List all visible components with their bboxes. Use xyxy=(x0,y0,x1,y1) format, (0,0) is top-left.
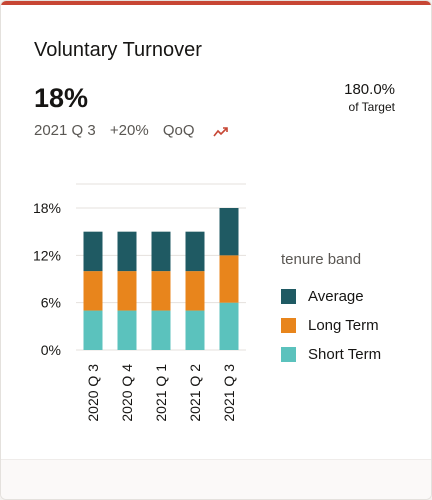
x-tick-label: 2021 Q 3 xyxy=(221,364,237,422)
bar-segment-short-term xyxy=(185,310,205,350)
card-accent-bar xyxy=(1,1,431,5)
x-tick-label: 2021 Q 2 xyxy=(187,364,203,422)
legend-label-long-term: Long Term xyxy=(308,317,379,334)
bar-segment-average xyxy=(117,231,137,272)
bar-segment-short-term xyxy=(83,310,103,350)
legend-label-short-term: Short Term xyxy=(308,346,382,363)
legend-swatch-average xyxy=(281,289,296,304)
change-value: +20% xyxy=(109,122,149,139)
bar-segment-short-term xyxy=(219,302,239,350)
bar-segment-short-term xyxy=(117,310,137,350)
card-title: Voluntary Turnover xyxy=(34,39,202,61)
bar-segment-average xyxy=(219,208,239,256)
x-tick-label: 2020 Q 4 xyxy=(119,364,135,422)
bar-segment-long-term xyxy=(151,271,171,311)
legend-title: tenure band xyxy=(281,251,362,268)
legend-swatch-short-term xyxy=(281,347,296,362)
kpi-value: 18% xyxy=(34,83,89,113)
bar-segment-average xyxy=(151,231,171,272)
legend-item-average[interactable]: Average xyxy=(281,282,381,311)
legend-item-long-term[interactable]: Long Term xyxy=(281,311,381,340)
bar-segment-long-term xyxy=(185,271,205,311)
y-tick-label: 0% xyxy=(41,342,61,358)
bar-segment-average xyxy=(185,231,205,272)
x-tick-label: 2020 Q 3 xyxy=(85,364,101,422)
chart-legend: tenure band Average Long Term Short Term xyxy=(281,251,381,369)
x-tick-label: 2021 Q 1 xyxy=(153,364,169,422)
target-summary: 180.0% of Target xyxy=(344,81,395,114)
card-footer xyxy=(1,459,431,499)
y-tick-label: 6% xyxy=(41,295,61,311)
bar-segment-long-term xyxy=(117,271,137,311)
period-summary: 2021 Q 3 +20% QoQ xyxy=(34,122,239,139)
legend-swatch-long-term xyxy=(281,318,296,333)
legend-item-short-term[interactable]: Short Term xyxy=(281,340,381,369)
period-label: 2021 Q 3 xyxy=(34,122,96,139)
change-basis: QoQ xyxy=(162,122,195,139)
target-label: of Target xyxy=(348,100,395,114)
bar-segment-short-term xyxy=(151,310,171,350)
y-tick-label: 12% xyxy=(33,247,61,263)
legend-label-average: Average xyxy=(308,288,364,305)
bar-segment-long-term xyxy=(83,271,103,311)
trend-up-icon xyxy=(213,124,229,141)
bar-segment-average xyxy=(83,231,103,272)
target-percent: 180.0% xyxy=(344,81,395,98)
y-tick-label: 18% xyxy=(33,200,61,216)
bar-segment-long-term xyxy=(219,255,239,303)
